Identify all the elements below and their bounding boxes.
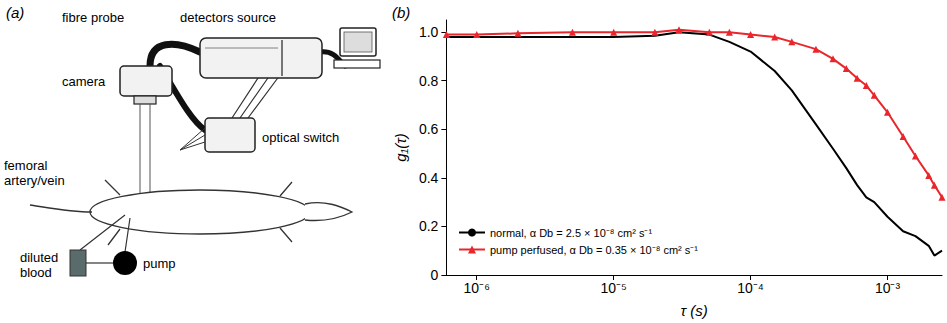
svg-text:pump perfused, α Db = 0.35 × 1: pump perfused, α Db = 0.35 × 10⁻⁸ cm² s⁻… (490, 244, 698, 256)
svg-text:artery/vein: artery/vein (4, 173, 65, 188)
html-text:(b): (b) (392, 4, 411, 21)
svg-text:10⁻⁶: 10⁻⁶ (464, 280, 490, 296)
svg-text:g₁(τ): g₁(τ) (392, 133, 409, 162)
svg-text:blood: blood (20, 265, 52, 280)
svg-text:diluted: diluted (20, 250, 58, 265)
svg-text:0.8: 0.8 (419, 73, 439, 89)
svg-text:optical switch: optical switch (262, 130, 339, 145)
svg-text:0.4: 0.4 (419, 170, 439, 186)
svg-text:10⁻⁴: 10⁻⁴ (737, 280, 764, 296)
svg-text:camera: camera (62, 74, 106, 89)
svg-text:pump: pump (143, 256, 176, 271)
svg-text:normal, α Db = 2.5 × 10⁻⁸ cm²: normal, α Db = 2.5 × 10⁻⁸ cm² s⁻¹ (490, 227, 652, 239)
html-text:(a): (a) (6, 4, 25, 21)
svg-text:τ (s): τ (s) (681, 302, 708, 319)
svg-text:1.0: 1.0 (419, 24, 439, 40)
svg-text:0.6: 0.6 (419, 121, 439, 137)
svg-text:0: 0 (431, 267, 439, 283)
svg-text:10⁻⁵: 10⁻⁵ (600, 280, 626, 296)
svg-text:0.2: 0.2 (419, 218, 439, 234)
svg-text:fibre probe: fibre probe (62, 10, 124, 25)
svg-text:10⁻³: 10⁻³ (875, 280, 901, 296)
svg-text:detectors source: detectors source (180, 10, 276, 25)
svg-text:femoral: femoral (4, 158, 47, 173)
